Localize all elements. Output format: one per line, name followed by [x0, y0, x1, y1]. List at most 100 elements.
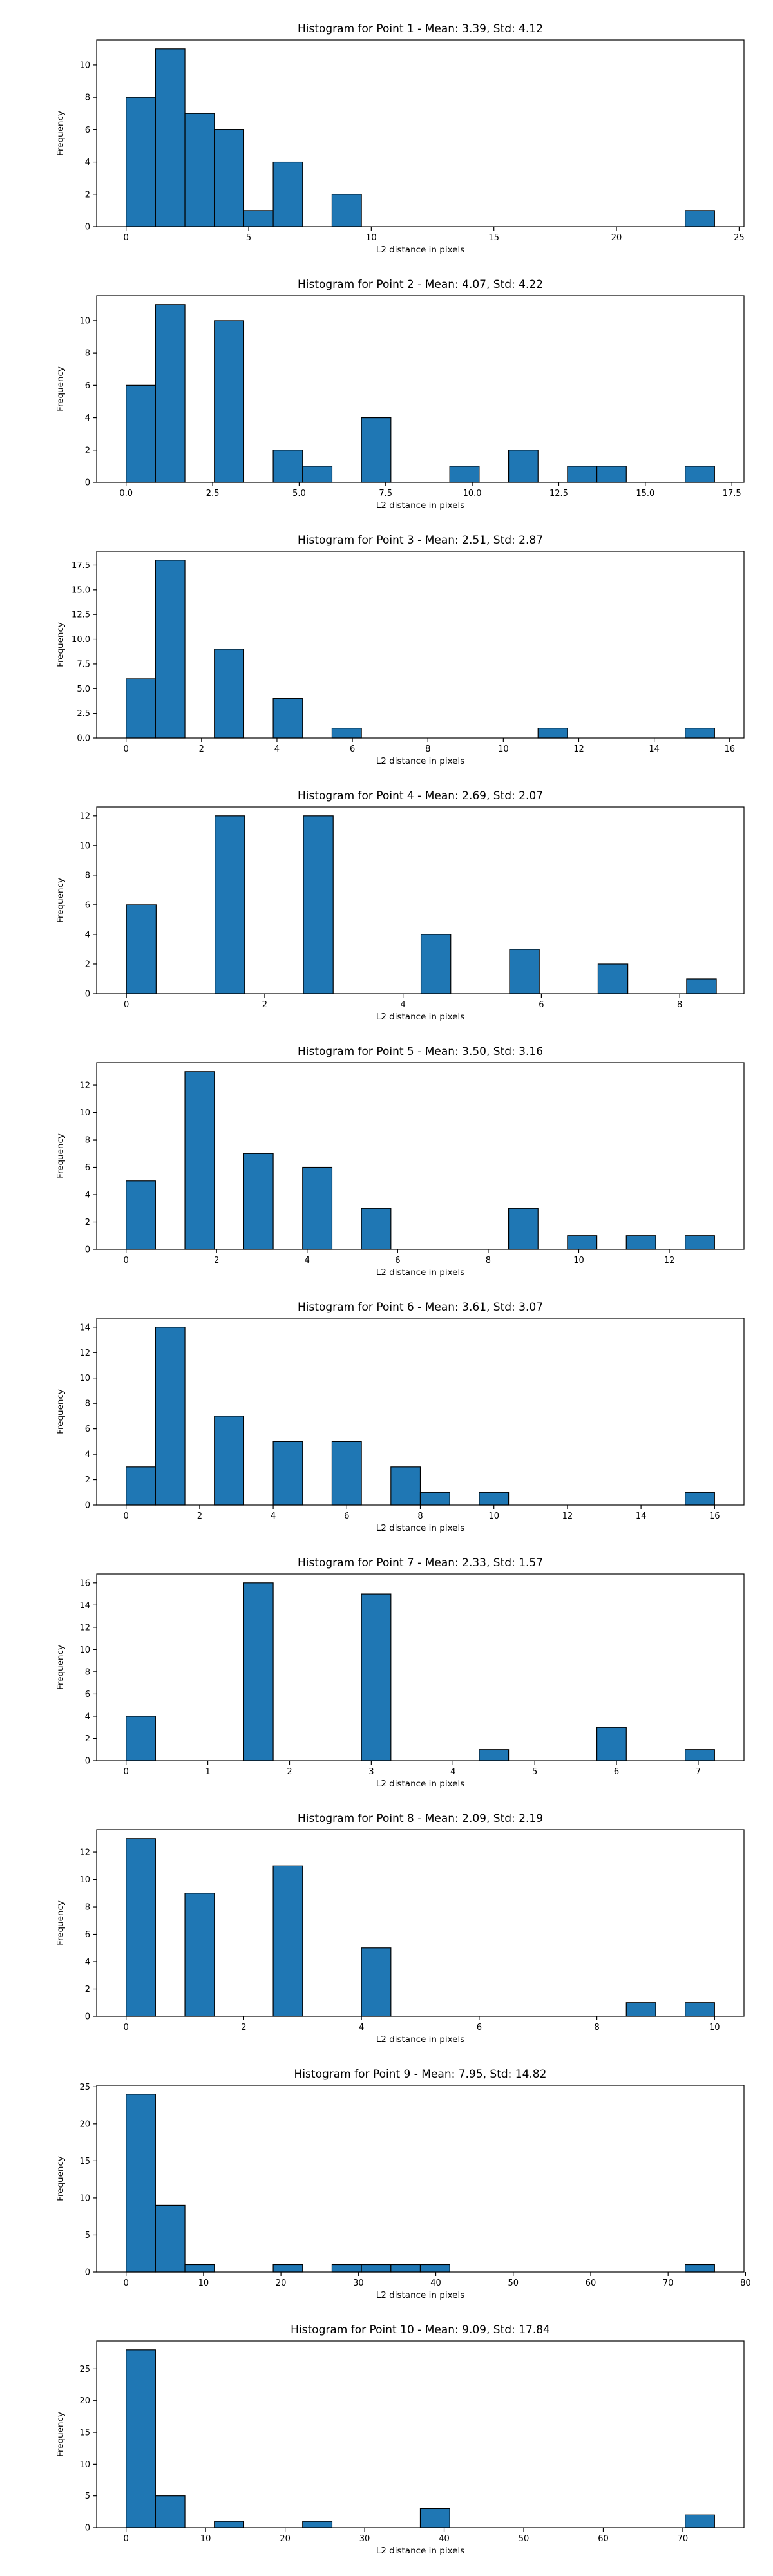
- y-tick-label: 0: [85, 478, 90, 488]
- histogram-bar: [214, 1416, 245, 1506]
- histogram-bar: [597, 963, 629, 994]
- histogram-bar: [331, 194, 362, 227]
- x-tick-label: 20: [280, 2534, 291, 2544]
- y-axis: 0 2 4 6 8 10 12: [79, 1081, 97, 1255]
- x-tick-label: 50: [519, 2534, 530, 2544]
- x-tick-label: 0: [124, 2023, 129, 2032]
- histogram-bar: [685, 728, 715, 739]
- y-tick-label: 12: [79, 1848, 90, 1858]
- y-tick-label: 6: [85, 900, 90, 910]
- y-tick-label: 6: [85, 381, 90, 391]
- plot-frame: [96, 1062, 745, 1250]
- plot-frame: [96, 2340, 745, 2528]
- y-tick-label: 12: [79, 1623, 90, 1633]
- x-tick-label: 6: [614, 1767, 619, 1777]
- histogram-bar: [361, 1947, 392, 2017]
- x-tick-label: 10: [498, 744, 509, 754]
- y-tick-label: 12: [79, 1081, 90, 1091]
- chart-title: Histogram for Point 6 - Mean: 3.61, Std:…: [298, 1301, 543, 1314]
- histogram-bars: [126, 560, 715, 739]
- histogram-bar: [126, 678, 156, 739]
- y-tick-label: 12: [79, 811, 90, 821]
- y-axis: 0 2 4 6 8 10 12 14: [79, 1323, 97, 1511]
- histogram-bars: [126, 1327, 715, 1506]
- histogram-bar: [685, 2514, 715, 2528]
- x-tick-label: 8: [417, 1511, 423, 1521]
- y-tick-label: 17.5: [72, 561, 90, 571]
- x-tick-label: 2: [214, 1256, 219, 1265]
- histogram-bar: [155, 2204, 186, 2273]
- plot-frame: [96, 2085, 745, 2273]
- y-axis: 0 2 4 6 8 10: [79, 61, 97, 232]
- histogram-bar: [272, 698, 303, 739]
- histogram-bar: [155, 304, 186, 483]
- y-tick-label: 10: [79, 1374, 90, 1383]
- x-tick-label: 60: [598, 2534, 609, 2544]
- histogram-bar: [419, 2508, 450, 2528]
- x-tick-label: 5.0: [292, 489, 306, 498]
- x-axis: 0 10 20 30 40 50 60 70 80: [124, 2272, 751, 2288]
- y-tick-label: 6: [85, 1425, 90, 1434]
- y-axis-label: Frequency: [55, 1645, 66, 1690]
- plot-frame: [96, 39, 745, 227]
- y-axis-label: Frequency: [55, 878, 66, 923]
- histogram-bar: [685, 466, 715, 483]
- histogram-panel-3: Histogram for Point 3 - Mean: 2.51, Std:…: [55, 534, 745, 766]
- y-tick-label: 8: [85, 93, 90, 103]
- y-tick-label: 0: [85, 2524, 90, 2533]
- x-tick-label: 10: [200, 2534, 211, 2544]
- x-axis: 0.0 2.5 5.0 7.5 10.0 12.5 15.0 17.5: [119, 482, 741, 498]
- histogram-bar: [596, 1727, 627, 1761]
- histogram-bar: [126, 97, 156, 227]
- plot-frame: [96, 1573, 745, 1761]
- x-tick-label: 4: [305, 1256, 310, 1265]
- histogram-bar: [685, 2264, 715, 2273]
- y-tick-label: 14: [79, 1323, 90, 1332]
- histogram-bar: [390, 1466, 421, 1506]
- y-tick-label: 25: [79, 2083, 90, 2092]
- x-tick-label: 20: [611, 233, 622, 243]
- chart-title: Histogram for Point 1 - Mean: 3.39, Std:…: [298, 23, 543, 35]
- x-tick-label: 60: [586, 2278, 596, 2288]
- x-tick-label: 12: [573, 744, 584, 754]
- x-tick-label: 30: [359, 2534, 370, 2544]
- histogram-bar: [272, 1441, 303, 1506]
- chart-title: Histogram for Point 9 - Mean: 7.95, Std:…: [294, 2068, 547, 2081]
- plot-frame: [96, 551, 745, 739]
- x-tick-label: 17.5: [723, 489, 741, 498]
- y-axis-label: Frequency: [55, 622, 66, 667]
- x-tick-label: 2.5: [206, 489, 220, 498]
- histogram-panel-5: Histogram for Point 5 - Mean: 3.50, Std:…: [55, 1045, 745, 1278]
- histogram-bars: [126, 815, 717, 994]
- y-tick-label: 0: [85, 2012, 90, 2022]
- y-tick-label: 2.5: [77, 709, 90, 719]
- y-axis-label: Frequency: [55, 1133, 66, 1179]
- x-axis-label: L2 distance in pixels: [376, 756, 464, 766]
- y-tick-label: 12: [79, 1349, 90, 1358]
- x-tick-label: 30: [353, 2278, 364, 2288]
- x-axis-label: L2 distance in pixels: [376, 1523, 464, 1533]
- x-tick-label: 50: [508, 2278, 519, 2288]
- histogram-bar: [420, 934, 452, 994]
- histogram-panel-9: Histogram for Point 9 - Mean: 7.95, Std:…: [55, 2068, 751, 2300]
- chart-title: Histogram for Point 10 - Mean: 9.09, Std…: [291, 2324, 550, 2336]
- y-tick-label: 0: [85, 2268, 90, 2278]
- histogram-bars: [126, 1071, 715, 1250]
- y-tick-label: 5: [85, 2492, 90, 2501]
- y-tick-label: 4: [85, 1191, 90, 1200]
- histogram-bar: [126, 2094, 156, 2273]
- y-tick-label: 8: [85, 1667, 90, 1677]
- histogram-bar: [331, 1441, 362, 1506]
- histogram-bar: [272, 2264, 303, 2273]
- histogram-bar: [155, 1327, 186, 1506]
- histogram-bar: [331, 728, 362, 739]
- histogram-bar: [567, 1235, 598, 1250]
- y-tick-label: 4: [85, 1712, 90, 1721]
- histogram-bar: [126, 384, 156, 483]
- histogram-bar: [685, 2002, 715, 2017]
- histogram-bars: [126, 1838, 715, 2017]
- y-tick-label: 5: [85, 2231, 90, 2240]
- histogram-bar: [479, 1749, 510, 1761]
- x-tick-label: 14: [636, 1511, 647, 1521]
